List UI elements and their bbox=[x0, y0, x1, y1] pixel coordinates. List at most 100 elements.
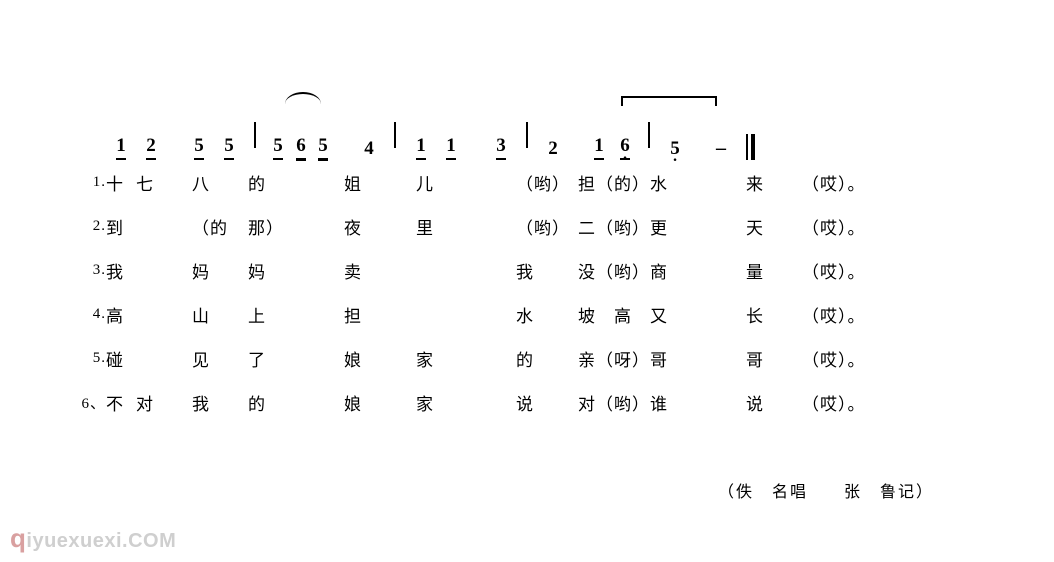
lyric-cell: 的 bbox=[248, 390, 304, 415]
lyric-cell: 见 bbox=[192, 346, 248, 371]
note-cell: 1 bbox=[106, 135, 136, 160]
lyric-cell: 说 bbox=[516, 390, 578, 415]
double-barline bbox=[746, 134, 755, 160]
lyric-cell: 那） bbox=[248, 214, 304, 239]
lyric-cell: 天 bbox=[746, 214, 802, 239]
note-cell: 1 bbox=[586, 135, 612, 160]
note: 5 bbox=[194, 135, 204, 160]
watermark-text: iyuexuexi.COM bbox=[26, 530, 176, 552]
note: 4 bbox=[364, 138, 374, 160]
barline bbox=[526, 122, 528, 148]
lyric-cell: 家 bbox=[416, 346, 472, 371]
note: 5 bbox=[318, 135, 328, 160]
lyric-cell: （哟） bbox=[516, 214, 578, 239]
lyric-row: 6、不对我的娘家说对（哟）谁说（哎）。 bbox=[80, 380, 980, 424]
note: 1 bbox=[116, 135, 126, 160]
note-cell: 1 bbox=[406, 135, 436, 160]
note-cell: – bbox=[706, 137, 736, 160]
lyric-cell: 上 bbox=[248, 302, 304, 327]
note: 6 bbox=[296, 135, 306, 160]
barline bbox=[254, 122, 256, 148]
lyric-number: 4. bbox=[80, 306, 106, 323]
lyric-row: 4.高山上担水坡 高又长（哎）。 bbox=[80, 292, 980, 336]
lyric-number: 5. bbox=[80, 350, 106, 367]
lyric-cell: 坡 高 bbox=[578, 302, 650, 327]
lyric-number: 2. bbox=[80, 218, 106, 235]
barline bbox=[394, 122, 396, 148]
lyric-cell: 妈 bbox=[192, 258, 248, 283]
lyric-cell: 量 bbox=[746, 258, 802, 283]
lyric-cell: 八 bbox=[192, 170, 248, 195]
lyric-cell: 水 bbox=[516, 302, 578, 327]
note: 5 bbox=[670, 138, 680, 160]
lyric-cell: 说 bbox=[746, 390, 802, 415]
lyric-cell: 山 bbox=[192, 302, 248, 327]
tie-bracket bbox=[621, 96, 717, 104]
lyric-cell: （哎）。 bbox=[802, 170, 874, 195]
note-cell: 2 bbox=[136, 135, 166, 160]
barline bbox=[648, 122, 650, 148]
note-cell: 4 bbox=[354, 138, 384, 160]
note: 5 bbox=[224, 135, 234, 160]
lyric-cell: （哟） bbox=[516, 170, 578, 195]
lyric-cell: 七 bbox=[136, 170, 192, 195]
note-cell: 1 bbox=[436, 135, 466, 160]
lyric-cell: 高 bbox=[106, 302, 136, 327]
lyric-cell: 姐 bbox=[344, 170, 416, 195]
lyric-cell: 哥 bbox=[746, 346, 802, 371]
note: 3 bbox=[496, 135, 506, 160]
sustain-dash: – bbox=[716, 137, 726, 160]
lyric-cell: （的 bbox=[192, 214, 248, 239]
lyric-cell: 娘 bbox=[344, 346, 416, 371]
lyric-cell: 没（哟） bbox=[578, 258, 650, 283]
lyric-cell: 水 bbox=[650, 170, 706, 195]
note: 1 bbox=[594, 135, 604, 160]
notation-row: 125556541132165– bbox=[80, 110, 980, 160]
note-cell: 5 bbox=[184, 135, 214, 160]
lyric-cell: 我 bbox=[106, 258, 136, 283]
lyric-cell: 夜 bbox=[344, 214, 416, 239]
lyric-number: 3. bbox=[80, 262, 106, 279]
lyric-cell: 更 bbox=[650, 214, 706, 239]
lyric-row: 1.十七八的姐儿（哟）担（的）水来（哎）。 bbox=[80, 160, 980, 204]
note-cell: 3 bbox=[486, 135, 516, 160]
lyric-cell: （哎）。 bbox=[802, 258, 874, 283]
lyric-cell: 担 bbox=[344, 302, 416, 327]
lyric-row: 5.碰见了娘家的亲（呀）哥哥（哎）。 bbox=[80, 336, 980, 380]
lyric-cell: 妈 bbox=[248, 258, 304, 283]
note-cell: 5 bbox=[312, 135, 334, 160]
lyric-cell: 商 bbox=[650, 258, 706, 283]
note: 2 bbox=[548, 138, 558, 160]
note-cell: 5 bbox=[266, 135, 290, 160]
lyric-cell: （哎）。 bbox=[802, 214, 874, 239]
note-cell: 2 bbox=[538, 138, 568, 160]
note-cell: 6 bbox=[290, 135, 312, 160]
lyric-cell: 卖 bbox=[344, 258, 416, 283]
lyric-cell: 谁 bbox=[650, 390, 706, 415]
watermark: qiyuexuexi.COM bbox=[10, 523, 176, 554]
lyric-row: 3.我妈妈卖我没（哟）商量（哎）。 bbox=[80, 248, 980, 292]
lyric-cell: 到 bbox=[106, 214, 136, 239]
lyric-cell: 亲（呀） bbox=[578, 346, 650, 371]
lyric-cell: 碰 bbox=[106, 346, 136, 371]
lyric-cell: 不 bbox=[106, 390, 136, 415]
lyric-cell: 儿 bbox=[416, 170, 472, 195]
lyric-cell: 长 bbox=[746, 302, 802, 327]
slur-mark bbox=[285, 92, 321, 104]
lyric-cell: 担（的） bbox=[578, 170, 650, 195]
lyric-cell: 二（哟） bbox=[578, 214, 650, 239]
lyric-cell: （哎）。 bbox=[802, 302, 874, 327]
note: 1 bbox=[416, 135, 426, 160]
note: 1 bbox=[446, 135, 456, 160]
lyric-cell: （哎）。 bbox=[802, 346, 874, 371]
note: 6 bbox=[620, 135, 630, 160]
lyric-number: 6、 bbox=[80, 392, 106, 413]
credit-line: （佚 名唱 张 鲁记） bbox=[718, 478, 934, 502]
watermark-q: q bbox=[10, 523, 26, 553]
lyric-cell: 哥 bbox=[650, 346, 706, 371]
lyric-cell: 了 bbox=[248, 346, 304, 371]
note-cell: 6 bbox=[612, 135, 638, 160]
lyric-cell: 的 bbox=[248, 170, 304, 195]
lyric-cell: 对（哟） bbox=[578, 390, 650, 415]
note: 5 bbox=[273, 135, 283, 160]
